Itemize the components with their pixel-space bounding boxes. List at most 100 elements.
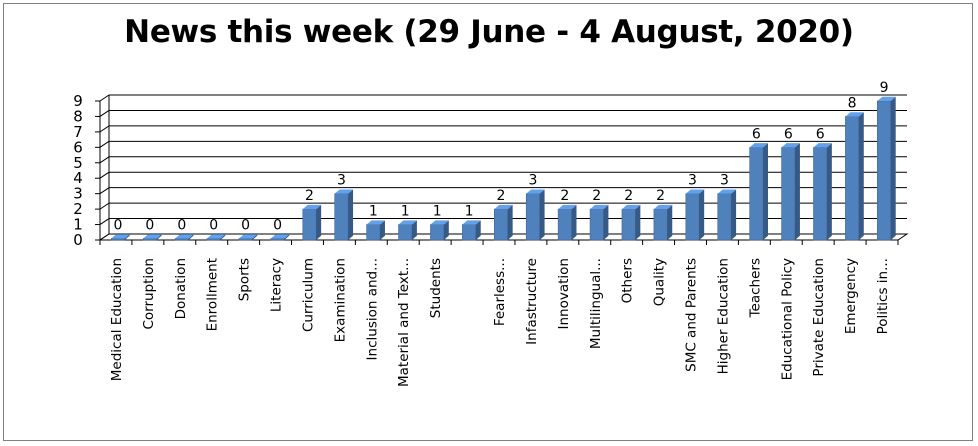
category-label: Educational Policy [779,258,795,380]
y-tick-label: 2 [73,200,83,218]
bar [557,208,572,241]
bar-side [348,189,354,240]
data-label: 1 [465,204,474,220]
bar [525,193,540,241]
data-label: 1 [401,204,410,220]
chart-title: News this week (29 June - 4 August, 2020… [124,14,854,50]
gridline-side-3 [99,187,110,195]
bar-top [621,204,641,210]
data-label: 2 [560,188,569,204]
category-label: Medical Education [109,258,125,381]
category-label: Teachers [747,258,763,318]
y-tick-label: 8 [73,107,83,125]
bar [302,208,317,241]
gridline-side-6 [99,140,110,148]
data-label: 8 [848,95,857,111]
bar [206,238,221,241]
category-label: Fearless... [492,258,508,326]
gridline-side-4 [99,171,110,179]
bar-top [238,234,258,239]
y-tick-label: 3 [73,185,83,203]
bar-side [763,143,769,240]
bar-side [731,189,737,240]
y-tick-label: 4 [73,169,83,187]
data-label: 0 [209,218,218,234]
category-label: Infastructure [524,258,540,345]
bar-side [539,189,545,240]
bar [749,147,764,241]
bar [174,238,189,241]
bar-top [111,234,130,239]
bar-top [366,220,385,225]
bar-side [858,112,864,240]
category-label: Politics in... [875,258,891,334]
bar-side [603,204,609,240]
y-tick-label: 9 [73,92,83,110]
bar-side [284,234,290,240]
bar-top [781,143,800,148]
category-label: Literacy [269,258,285,312]
bar [398,224,413,241]
bar-top [270,234,290,239]
bar [462,224,477,241]
bar-top [813,143,832,148]
data-label: 6 [816,126,825,142]
bar [366,224,381,241]
bar-side [443,220,449,240]
data-label: 2 [656,188,665,204]
bar-top [685,189,705,194]
data-label: 2 [624,188,633,204]
category-label: Material and Text... [396,258,412,387]
bar [493,208,509,241]
bar-side [475,220,481,240]
y-tick-label: 7 [73,123,83,141]
bar [589,208,604,241]
data-label: 0 [273,218,282,234]
data-label: 6 [784,126,793,142]
category-label: Sports [237,258,253,301]
bar [110,238,125,241]
bar-side [316,204,322,240]
y-tick-label: 5 [73,154,83,172]
bar-top [494,204,513,210]
data-label: 1 [433,204,442,220]
bar-top [334,189,354,194]
bar-side [156,234,162,240]
bar [334,193,349,241]
bar-side [890,96,896,240]
bar-side [411,220,417,240]
bar-side [220,234,226,240]
data-label: 2 [497,188,506,204]
bar [621,208,636,241]
bar-top [845,112,864,117]
gridline-side-9 [99,94,110,102]
bar-side [571,204,577,240]
bar-top [526,189,545,194]
bar-top [207,234,226,239]
bar-top [462,220,481,225]
category-label: Curriculum [300,258,316,332]
bar-top [302,204,322,210]
gridline-side-8 [99,110,110,117]
bar-side [826,143,832,240]
data-label: 1 [369,204,378,220]
data-label: 0 [145,218,154,234]
bar [653,208,668,241]
category-label: Multilingual... [588,258,604,349]
gridline-side-7 [99,125,110,133]
bar [845,116,860,241]
category-label: Students [428,258,444,318]
bar-side [635,204,641,240]
bar-side [507,204,513,240]
category-label: Examination [332,258,348,342]
data-label: 3 [720,173,729,189]
bar [877,100,892,241]
bar [813,147,828,241]
category-label: Private Education [811,258,827,377]
data-label: 2 [592,188,601,204]
data-label: 0 [241,218,250,234]
category-label: Donation [173,258,189,319]
data-label: 0 [177,218,186,234]
category-label: Innovation [556,258,572,329]
